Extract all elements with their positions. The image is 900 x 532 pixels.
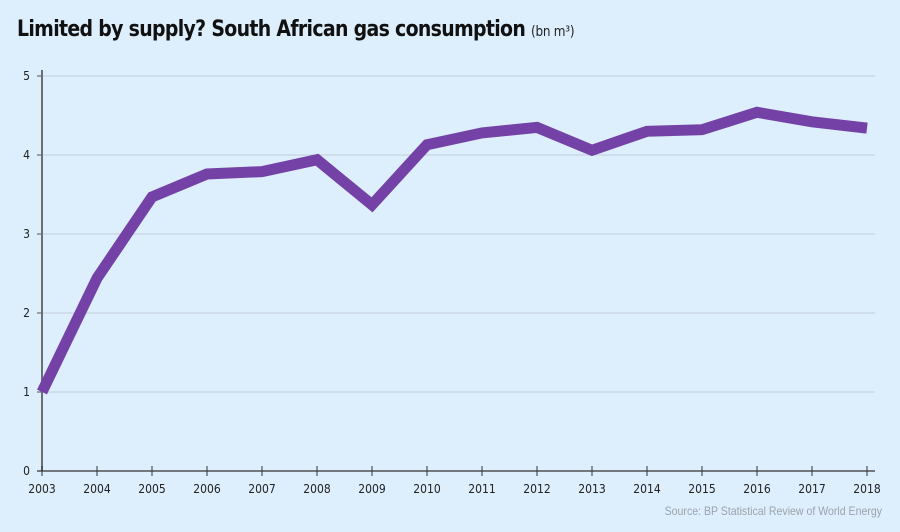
y-tick-label: 2 [23,306,30,320]
y-tick-labels: 0 1 2 3 4 5 [23,69,30,478]
x-tick-label: 2014 [633,482,661,496]
series-line [37,106,868,395]
x-tick-labels: 2003 2004 2005 2006 2007 2008 2009 2010 2011 2012… [28,482,881,496]
x-tick-label: 2011 [468,482,495,496]
x-tick-label: 2007 [248,482,275,496]
chart-title-text: Limited by supply? South African gas con… [17,17,526,42]
x-tick-label: 2008 [303,482,331,496]
x-tick-label: 2010 [413,482,441,496]
x-tick-label: 2009 [358,482,386,496]
x-tick-label: 2013 [578,482,605,496]
x-tick-label: 2004 [83,482,111,496]
source-note: Source: BP Statistical Review of World E… [664,504,882,518]
axes [37,70,875,476]
x-tick-label: 2015 [688,482,715,496]
x-tick-label: 2018 [853,482,881,496]
chart-unit: (bn m³) [531,24,575,40]
y-tick-label: 0 [23,464,30,478]
x-tick-label: 2012 [523,482,550,496]
x-tick-label: 2006 [193,482,221,496]
series-group [37,106,868,395]
x-tick-label: 2017 [798,482,825,496]
y-tick-label: 1 [23,385,30,399]
y-tick-label: 3 [23,227,30,241]
y-tick-label: 4 [23,148,30,162]
chart-title: Limited by supply? South African gas con… [17,17,575,42]
x-tick-label: 2005 [138,482,165,496]
x-tick-label: 2003 [28,482,55,496]
x-tick-label: 2016 [743,482,771,496]
y-tick-label: 5 [23,69,30,83]
gridlines [42,75,875,393]
